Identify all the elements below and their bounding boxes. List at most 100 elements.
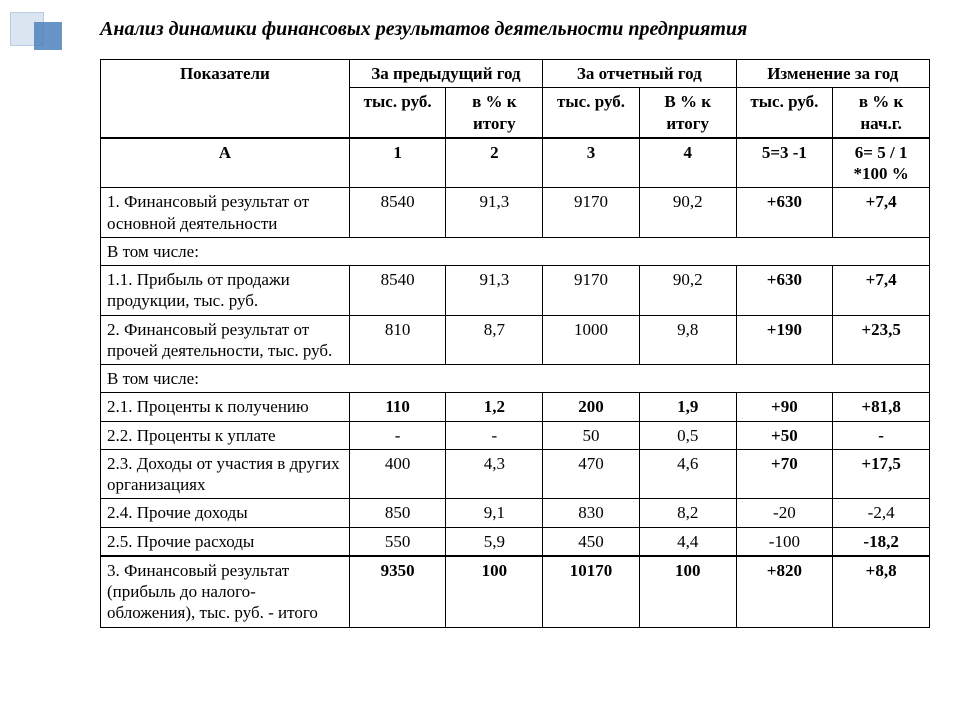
cell: +7,4 [833, 188, 930, 238]
cell: 5,9 [446, 527, 543, 556]
formula-3: 3 [543, 138, 640, 188]
cell: 4,4 [639, 527, 736, 556]
cell: 200 [543, 393, 640, 421]
cell: 91,3 [446, 188, 543, 238]
table-row: 2.3. Доходы от участия в других организа… [101, 449, 930, 499]
formula-a: А [101, 138, 350, 188]
table-row: 3. Финансовый результат (прибыль до нало… [101, 556, 930, 627]
cell: 4,3 [446, 449, 543, 499]
cell: 450 [543, 527, 640, 556]
cell: -18,2 [833, 527, 930, 556]
cell: +81,8 [833, 393, 930, 421]
cell: -20 [736, 499, 833, 527]
cell: 400 [349, 449, 446, 499]
cell: 91,3 [446, 266, 543, 316]
header-row-1: Показатели За предыдущий год За отчетный… [101, 60, 930, 88]
cell: +7,4 [833, 266, 930, 316]
row-label: 1. Финансовый результат от основной деят… [101, 188, 350, 238]
table-row: 2.2. Проценты к уплате--500,5+50- [101, 421, 930, 449]
sub-chg-thou: тыс. руб. [736, 88, 833, 138]
cell: 9170 [543, 266, 640, 316]
formula-2: 2 [446, 138, 543, 188]
page-title: Анализ динамики финансовых результатов д… [100, 18, 930, 41]
cell: +190 [736, 315, 833, 365]
cell: -100 [736, 527, 833, 556]
corner-decoration [10, 12, 80, 82]
col-indicator: Показатели [101, 60, 350, 138]
cell: 550 [349, 527, 446, 556]
cell: 470 [543, 449, 640, 499]
cell: - [446, 421, 543, 449]
table-row: 1.1. Прибыль от продажи продукции, тыс. … [101, 266, 930, 316]
cell: 9350 [349, 556, 446, 627]
cell: 8540 [349, 266, 446, 316]
col-prev-year: За предыдущий год [349, 60, 542, 88]
table-row: В том числе: [101, 237, 930, 265]
row-label: В том числе: [101, 237, 930, 265]
cell: 850 [349, 499, 446, 527]
cell: 9,1 [446, 499, 543, 527]
table-row: В том числе: [101, 365, 930, 393]
table-row: 2.4. Прочие доходы8509,18308,2-20-2,4 [101, 499, 930, 527]
sub-prev-thou: тыс. руб. [349, 88, 446, 138]
cell: 1,9 [639, 393, 736, 421]
cell: +50 [736, 421, 833, 449]
cell: 100 [446, 556, 543, 627]
formula-4: 4 [639, 138, 736, 188]
cell: 9170 [543, 188, 640, 238]
cell: 10170 [543, 556, 640, 627]
row-label: 3. Финансовый результат (прибыль до нало… [101, 556, 350, 627]
cell: 90,2 [639, 266, 736, 316]
sub-curr-thou: тыс. руб. [543, 88, 640, 138]
cell: 0,5 [639, 421, 736, 449]
table-row: 2. Финансовый результат от прочей деятел… [101, 315, 930, 365]
cell: - [349, 421, 446, 449]
cell: 1000 [543, 315, 640, 365]
cell: 50 [543, 421, 640, 449]
table-row: 2.1. Проценты к получению1101,22001,9+90… [101, 393, 930, 421]
formula-row: А 1 2 3 4 5=3 -1 6= 5 / 1 *100 % [101, 138, 930, 188]
cell: 8,7 [446, 315, 543, 365]
col-curr-year: За отчетный год [543, 60, 736, 88]
cell: 1,2 [446, 393, 543, 421]
cell: +820 [736, 556, 833, 627]
financial-results-table: Показатели За предыдущий год За отчетный… [100, 59, 930, 628]
row-label: 2. Финансовый результат от прочей деятел… [101, 315, 350, 365]
cell: +17,5 [833, 449, 930, 499]
formula-1: 1 [349, 138, 446, 188]
cell: +23,5 [833, 315, 930, 365]
cell: 830 [543, 499, 640, 527]
cell: +90 [736, 393, 833, 421]
cell: +630 [736, 188, 833, 238]
formula-6: 6= 5 / 1 *100 % [833, 138, 930, 188]
sub-chg-pct: в % к нач.г. [833, 88, 930, 138]
cell: 90,2 [639, 188, 736, 238]
cell: 8,2 [639, 499, 736, 527]
formula-5: 5=3 -1 [736, 138, 833, 188]
cell: 9,8 [639, 315, 736, 365]
row-label: 2.5. Прочие расходы [101, 527, 350, 556]
table-row: 2.5. Прочие расходы5505,94504,4-100-18,2 [101, 527, 930, 556]
cell: 4,6 [639, 449, 736, 499]
col-change: Изменение за год [736, 60, 929, 88]
table-row: 1. Финансовый результат от основной деят… [101, 188, 930, 238]
cell: 100 [639, 556, 736, 627]
row-label: 2.4. Прочие доходы [101, 499, 350, 527]
cell: -2,4 [833, 499, 930, 527]
sub-prev-pct: в % к итогу [446, 88, 543, 138]
cell: 810 [349, 315, 446, 365]
cell: 110 [349, 393, 446, 421]
page-content: Анализ динамики финансовых результатов д… [100, 18, 930, 628]
sub-curr-pct: В % к итогу [639, 88, 736, 138]
row-label: 1.1. Прибыль от продажи продукции, тыс. … [101, 266, 350, 316]
row-label: 2.3. Доходы от участия в других организа… [101, 449, 350, 499]
row-label: 2.1. Проценты к получению [101, 393, 350, 421]
row-label: В том числе: [101, 365, 930, 393]
cell: - [833, 421, 930, 449]
cell: +70 [736, 449, 833, 499]
cell: +630 [736, 266, 833, 316]
cell: +8,8 [833, 556, 930, 627]
row-label: 2.2. Проценты к уплате [101, 421, 350, 449]
cell: 8540 [349, 188, 446, 238]
table-body: 1. Финансовый результат от основной деят… [101, 188, 930, 627]
